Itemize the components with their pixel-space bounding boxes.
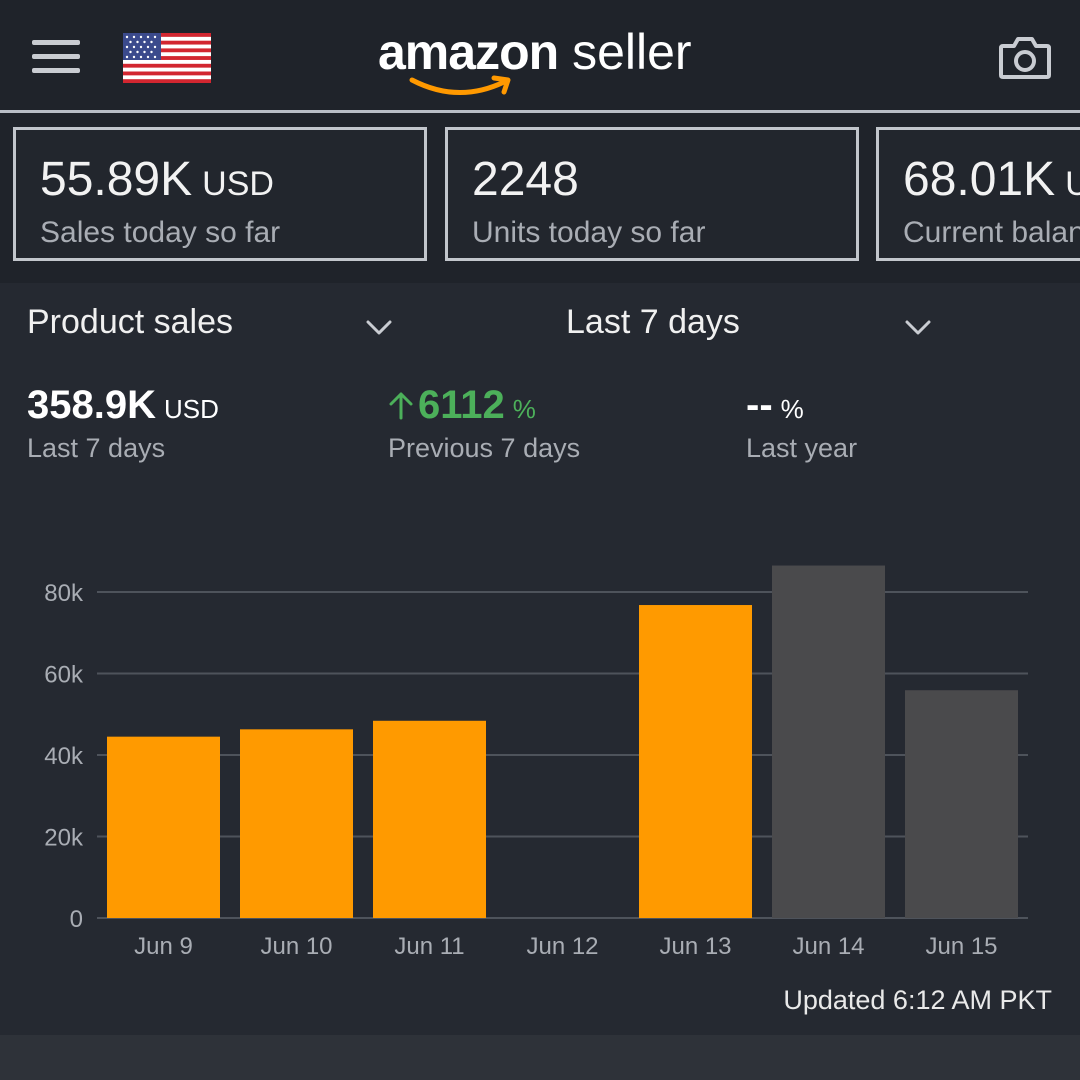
chart-bar	[107, 736, 220, 918]
x-tick-label: Jun 10	[260, 933, 332, 960]
chart-bar	[240, 729, 353, 918]
chart-bar	[373, 720, 486, 918]
logo-wordmark: amazon	[378, 24, 559, 80]
last-year-stat: --% Last year	[746, 383, 857, 463]
last-year-label: Last year	[746, 433, 858, 463]
card-value-wrap: 2248	[472, 152, 589, 207]
amazon-smile-icon	[409, 75, 511, 95]
y-tick-label: 0	[70, 906, 83, 933]
metric-dropdown[interactable]: Product sales	[27, 303, 233, 341]
card-value-wrap: 55.89K USD	[40, 152, 274, 207]
current-balance-value: 68.01K	[903, 153, 1056, 206]
last-updated-text: Updated 6:12 AM PKT	[783, 985, 1052, 1015]
date-range-dropdown[interactable]: Last 7 days	[566, 303, 740, 341]
current-balance-label: Current balance	[903, 216, 1080, 249]
amazon-seller-logo: amazon seller	[378, 22, 708, 102]
previous-period-value: 6112	[418, 383, 505, 427]
app-header: amazon seller	[0, 0, 1080, 110]
y-tick-label: 20k	[44, 825, 84, 852]
x-tick-label: Jun 13	[659, 933, 731, 960]
total-sales-label: Last 7 days	[27, 433, 166, 463]
x-tick-label: Jun 12	[526, 933, 598, 960]
total-sales-unit: USD	[163, 394, 219, 424]
header-divider	[0, 110, 1080, 113]
y-tick-label: 40k	[44, 743, 84, 770]
sales-today-label: Sales today so far	[40, 216, 281, 249]
current-balance-unit: USD	[1065, 165, 1080, 203]
x-tick-label: Jun 15	[925, 933, 997, 960]
previous-period-unit: %	[512, 394, 536, 424]
last-year-unit: %	[780, 394, 804, 424]
chevron-down-icon[interactable]	[905, 319, 931, 337]
card-value-wrap: 68.01K USD	[903, 152, 1080, 207]
previous-period-label: Previous 7 days	[388, 433, 581, 463]
y-tick-label: 80k	[44, 580, 84, 607]
chevron-down-icon[interactable]	[366, 319, 392, 337]
camera-icon[interactable]	[998, 34, 1052, 80]
total-sales-stat: 358.9K USD Last 7 days	[27, 383, 219, 463]
x-tick-label: Jun 9	[134, 933, 193, 960]
sales-panel: Product sales Last 7 days 358.9K USD Last…	[0, 283, 1080, 1035]
previous-period-stat: 6112% Previous 7 days	[388, 383, 580, 463]
chart-bar	[772, 565, 885, 918]
x-tick-label: Jun 11	[394, 933, 464, 960]
summary-cards: 55.89K USD Sales today so far 2248 Units …	[0, 113, 1080, 283]
sales-today-value: 55.89K	[40, 153, 193, 206]
last-year-value: --	[746, 383, 773, 427]
hamburger-menu-icon[interactable]	[32, 40, 80, 74]
bottom-bar	[0, 1035, 1080, 1080]
total-sales-value: 358.9K	[27, 383, 156, 427]
x-tick-label: Jun 14	[792, 933, 864, 960]
units-today-label: Units today so far	[472, 216, 706, 249]
chart-bar	[639, 605, 752, 918]
units-today-value: 2248	[472, 153, 579, 206]
sales-today-unit: USD	[202, 165, 274, 203]
units-today-card[interactable]: 2248 Units today so far	[445, 127, 859, 261]
sales-today-card[interactable]: 55.89K USD Sales today so far	[13, 127, 427, 261]
sales-bar-chart: 0 20k 40k 60k 80k Jun 9 Jun 10 Jun 11 Jun 12 Jun …	[44, 565, 1028, 960]
y-tick-label: 60k	[44, 662, 84, 689]
us-flag-icon[interactable]	[123, 33, 211, 83]
arrow-up-icon	[389, 392, 413, 420]
current-balance-card[interactable]: 68.01K USD Current balance	[876, 127, 1080, 261]
logo-suffix: seller	[572, 24, 692, 80]
chart-bar	[905, 690, 1018, 918]
